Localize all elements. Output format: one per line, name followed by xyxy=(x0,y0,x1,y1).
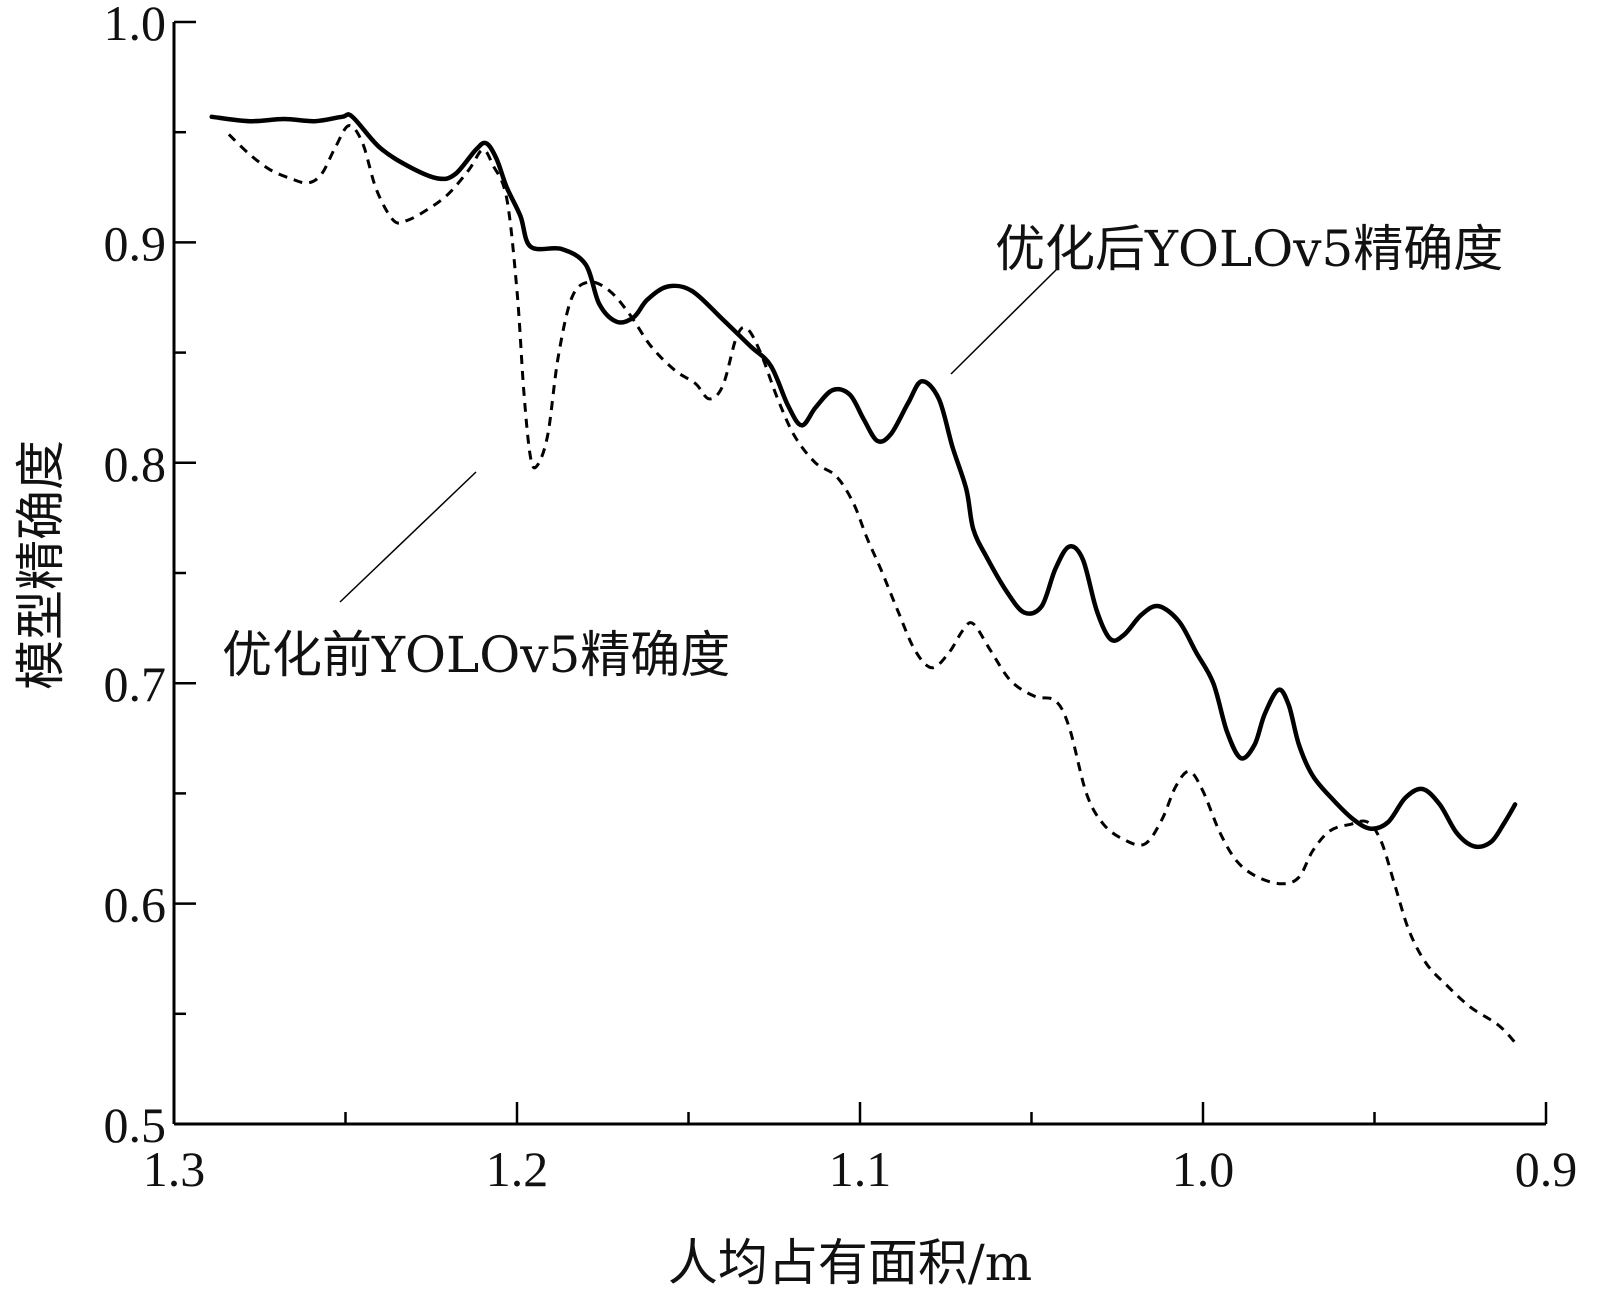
annotation-leader-optimized xyxy=(950,267,1059,375)
annotation-label-optimized: 优化后YOLOv5精确度 xyxy=(995,220,1503,278)
series-line-optimized xyxy=(209,112,1518,850)
annotation-label-original: 优化前YOLOv5精确度 xyxy=(222,626,730,684)
series-layer xyxy=(209,112,1518,1044)
axes xyxy=(172,22,1546,1126)
y-tick-label: 1.0 xyxy=(104,0,167,51)
y-axis-title: 模型精确度 xyxy=(12,440,70,690)
y-tick-label: 0.8 xyxy=(104,436,167,492)
y-tick-label: 0.9 xyxy=(104,215,167,271)
x-tick-label: 1.2 xyxy=(486,1141,549,1197)
x-tick-label: 1.3 xyxy=(143,1141,206,1197)
tick-marks xyxy=(172,20,1548,1126)
annotation-layer xyxy=(339,267,1059,603)
x-tick-label: 1.1 xyxy=(829,1141,892,1197)
y-tick-label: 0.5 xyxy=(104,1097,167,1153)
annotation-leader-original xyxy=(339,471,477,603)
y-tick-label: 0.7 xyxy=(104,656,167,712)
x-tick-label: 1.0 xyxy=(1172,1141,1235,1197)
x-axis-title: 人均占有面积/m xyxy=(668,1234,1032,1292)
x-tick-label: 0.9 xyxy=(1515,1141,1578,1197)
tick-labels: 0.5 0.6 0.7 0.8 0.9 1.0 1.3 1.2 1.1 1.0 0.9 xyxy=(104,0,1578,1197)
series-line-original xyxy=(227,124,1517,1044)
y-tick-label: 0.6 xyxy=(104,877,167,933)
